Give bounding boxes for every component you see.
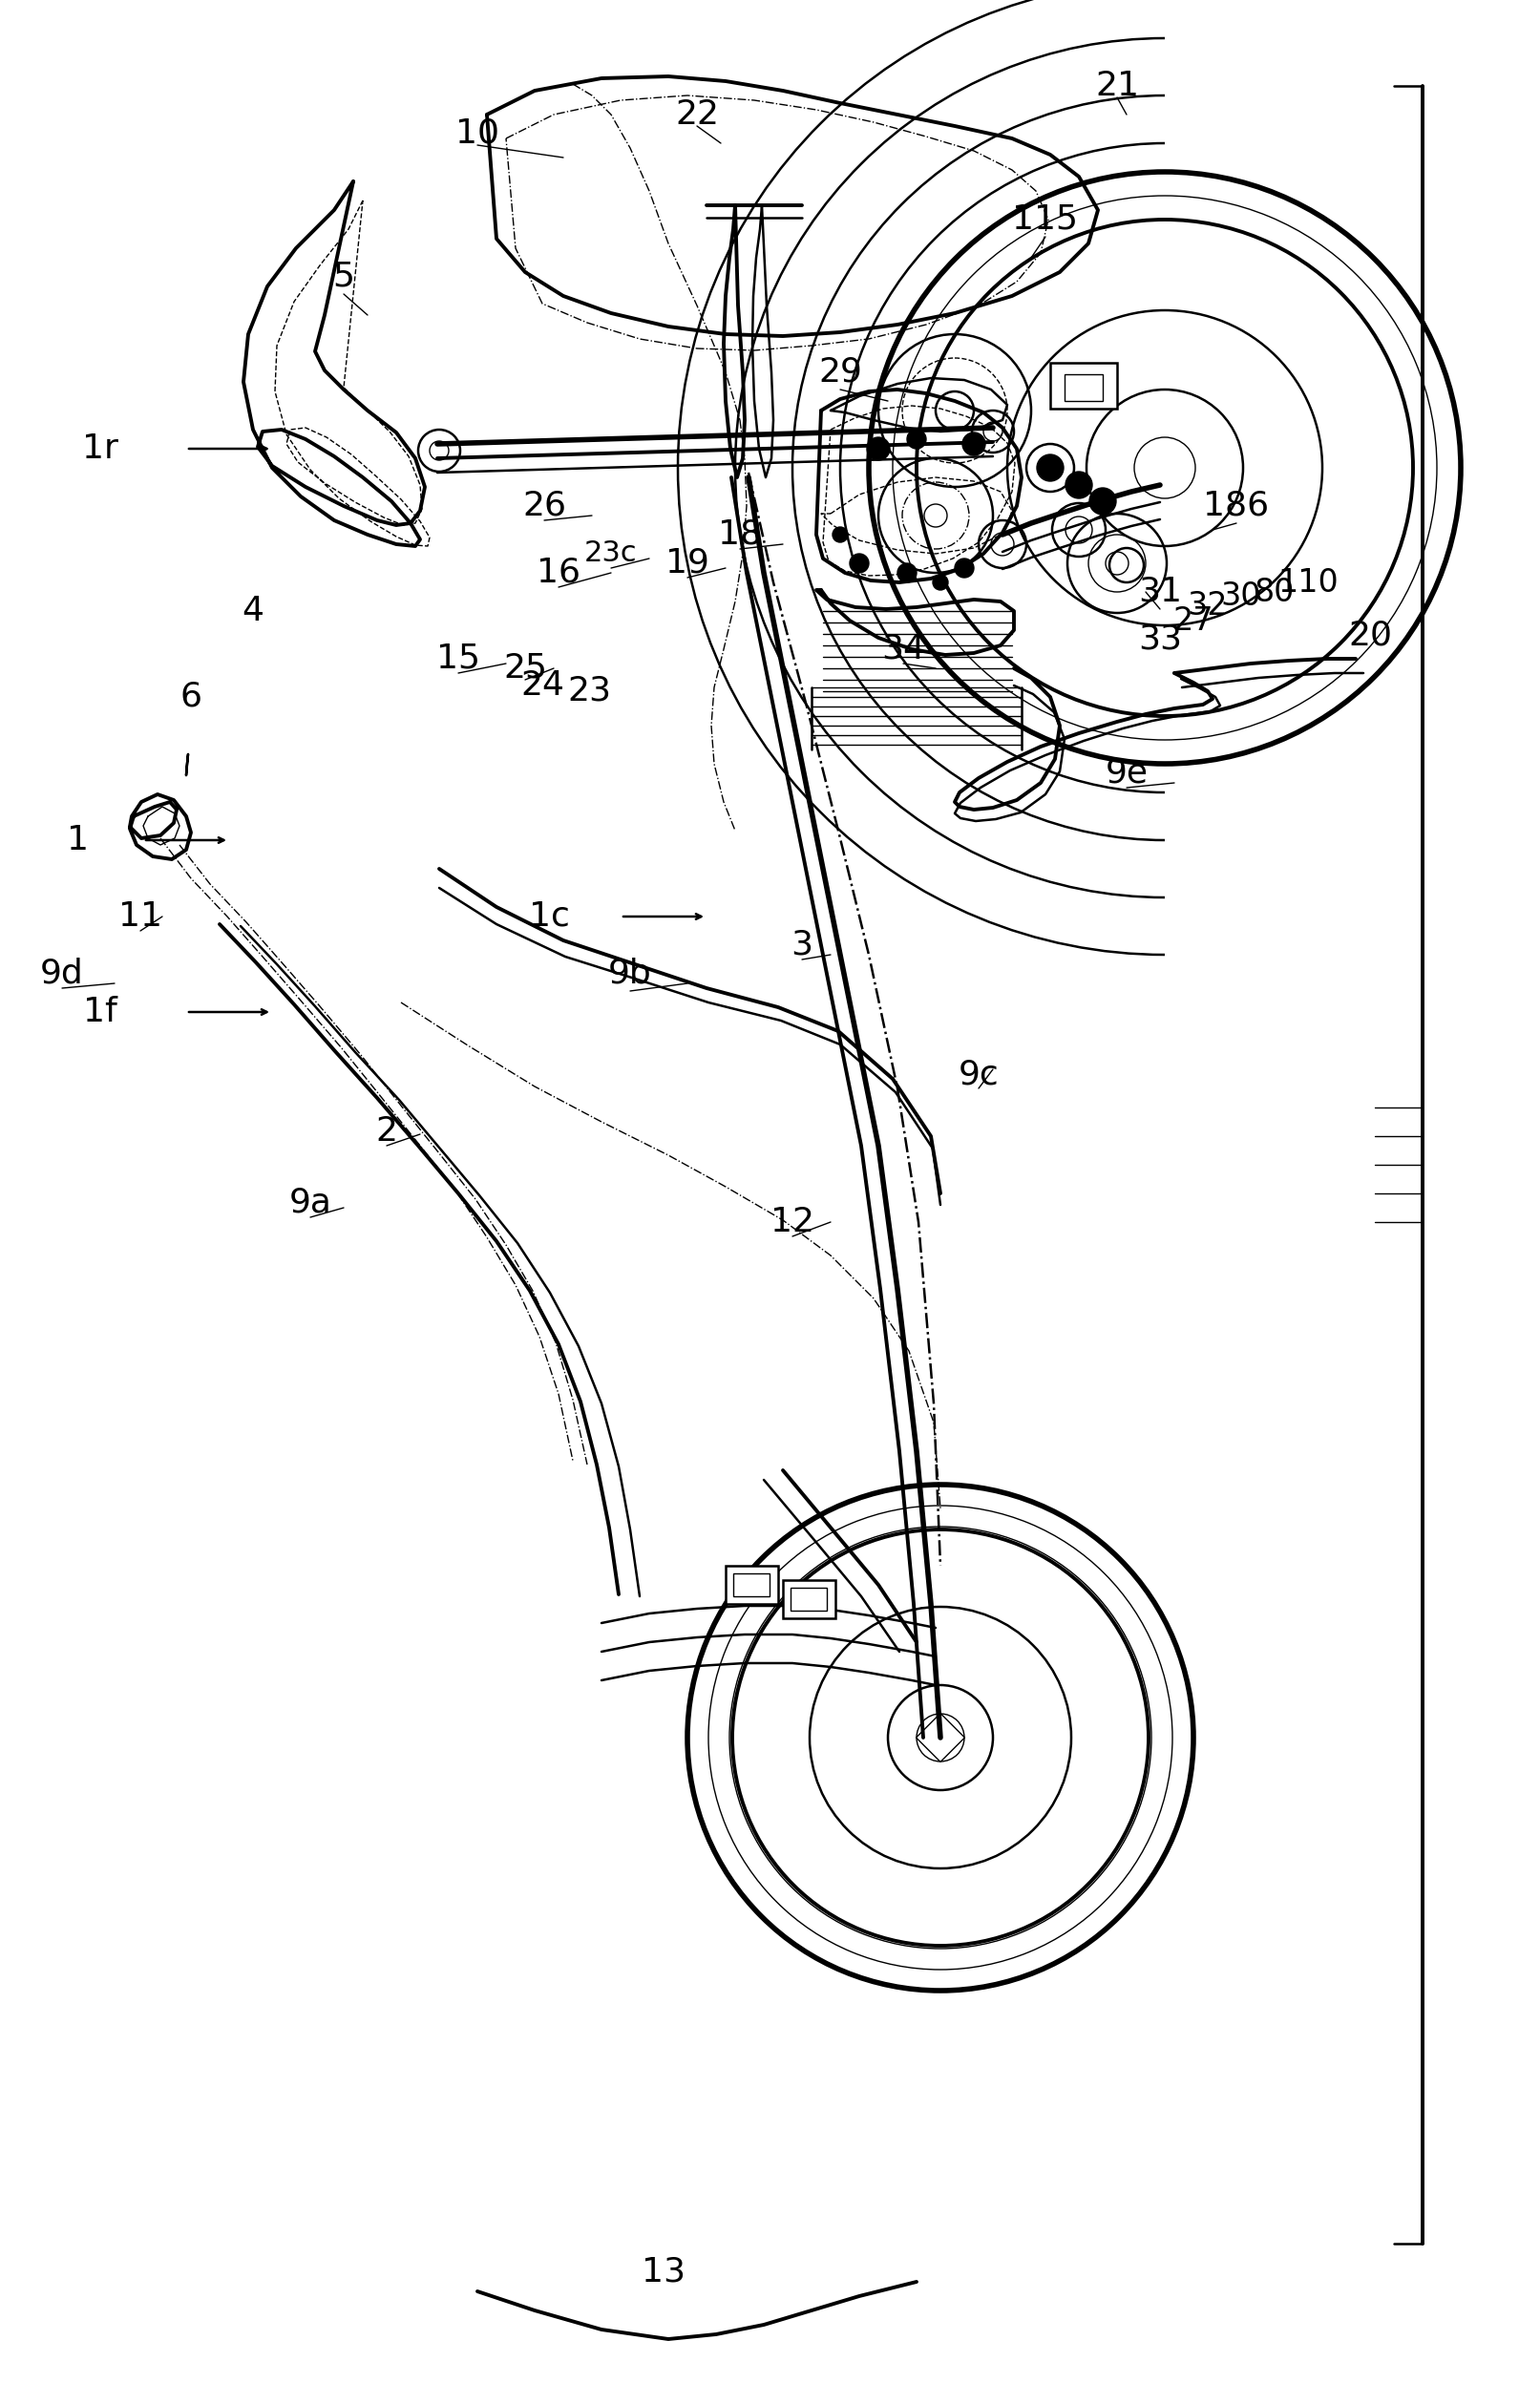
Circle shape xyxy=(933,574,949,591)
Text: 25: 25 xyxy=(504,653,547,684)
Text: 6: 6 xyxy=(180,682,202,713)
Text: 2: 2 xyxy=(376,1115,397,1149)
Text: 24: 24 xyxy=(521,670,564,701)
Circle shape xyxy=(850,553,869,572)
Text: 9d: 9d xyxy=(40,958,83,989)
Circle shape xyxy=(955,558,973,577)
Text: 18: 18 xyxy=(718,519,762,550)
Text: 1f: 1f xyxy=(83,996,117,1027)
Bar xyxy=(725,1566,778,1604)
Circle shape xyxy=(867,436,890,460)
Text: 19: 19 xyxy=(665,548,710,579)
Text: 9b: 9b xyxy=(608,958,651,989)
Text: 23: 23 xyxy=(567,674,611,708)
Text: 9a: 9a xyxy=(290,1187,331,1220)
Bar xyxy=(733,1573,770,1597)
Text: 10: 10 xyxy=(456,117,499,150)
Text: 16: 16 xyxy=(536,558,581,589)
Text: 3: 3 xyxy=(792,929,813,960)
Text: 15: 15 xyxy=(436,643,480,674)
Bar xyxy=(1064,374,1103,400)
Text: 32: 32 xyxy=(1187,591,1227,622)
Text: 115: 115 xyxy=(1012,203,1078,236)
Text: 1r: 1r xyxy=(82,431,119,465)
Text: 110: 110 xyxy=(1278,567,1338,598)
Circle shape xyxy=(907,429,926,448)
Circle shape xyxy=(1036,455,1064,481)
Text: 20: 20 xyxy=(1348,620,1392,651)
Text: 12: 12 xyxy=(770,1206,815,1239)
Text: 26: 26 xyxy=(522,491,567,522)
Bar xyxy=(790,1587,827,1611)
Text: 1c: 1c xyxy=(528,901,570,932)
Bar xyxy=(782,1580,835,1618)
Text: 23c: 23c xyxy=(585,541,638,567)
Text: 186: 186 xyxy=(1203,491,1269,522)
Text: 33: 33 xyxy=(1138,624,1183,655)
Circle shape xyxy=(962,431,986,455)
Text: 11: 11 xyxy=(119,901,162,932)
Text: 29: 29 xyxy=(818,355,862,388)
Text: 34: 34 xyxy=(881,634,926,665)
Circle shape xyxy=(833,527,849,543)
Text: 13: 13 xyxy=(642,2257,685,2288)
Text: 1: 1 xyxy=(68,825,89,855)
Circle shape xyxy=(1089,489,1116,515)
Bar xyxy=(1050,362,1116,407)
Text: 22: 22 xyxy=(675,98,719,131)
Circle shape xyxy=(898,562,916,581)
Text: 27: 27 xyxy=(1173,605,1214,636)
Text: 30: 30 xyxy=(1221,581,1261,612)
Circle shape xyxy=(1066,472,1092,498)
Text: 80: 80 xyxy=(1255,577,1295,608)
Text: 9e: 9e xyxy=(1106,758,1149,789)
Text: 9c: 9c xyxy=(958,1058,999,1091)
Text: 31: 31 xyxy=(1138,577,1183,608)
Text: 4: 4 xyxy=(242,596,263,627)
Text: 21: 21 xyxy=(1095,69,1140,102)
Text: 5: 5 xyxy=(333,260,354,293)
